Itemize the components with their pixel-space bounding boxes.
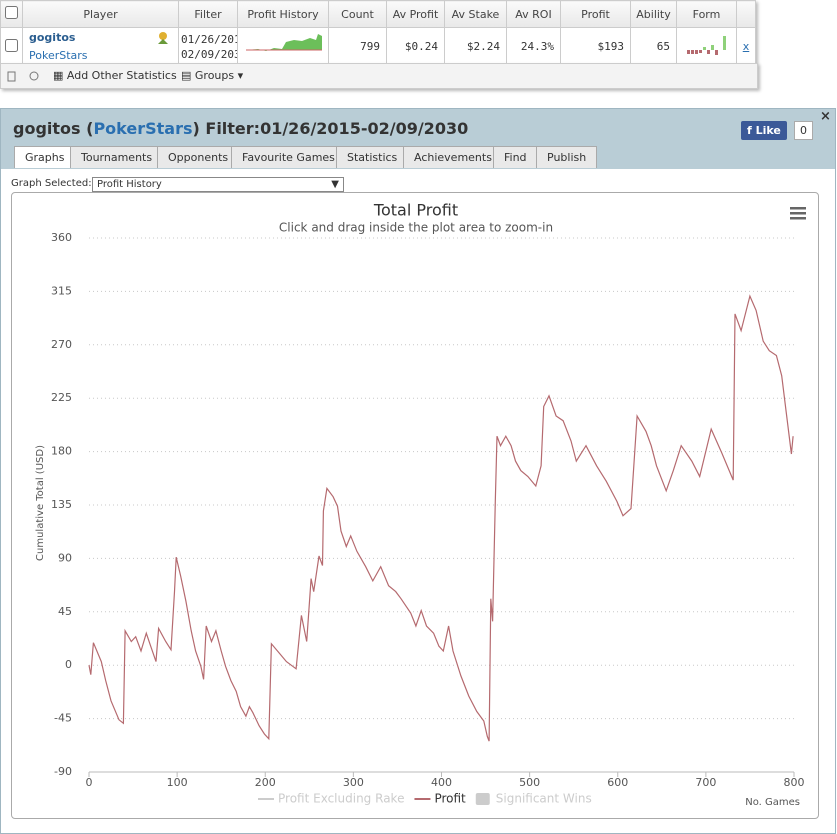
stats-table: Player Filter Profit History Count Av Pr… — [0, 0, 756, 66]
remove-link[interactable]: x — [736, 27, 756, 66]
y-tick-label: -90 — [54, 765, 72, 778]
av-roi: 24.3% — [506, 27, 561, 66]
tab-active[interactable]: Graphs — [14, 146, 76, 168]
header[interactable]: Av ROI — [506, 0, 561, 28]
header[interactable]: Count — [328, 0, 387, 28]
header-row: Player Filter Profit History Count Av Pr… — [0, 0, 756, 28]
close-button[interactable]: × — [820, 109, 831, 124]
ability: 65 — [630, 27, 677, 66]
tab[interactable]: Favourite Games — [231, 146, 346, 168]
av-profit: $0.24 — [386, 27, 445, 66]
graph-selected-label: Graph Selected: — [11, 178, 92, 189]
menu-button[interactable] — [790, 207, 806, 220]
legend-symbol — [475, 793, 490, 805]
y-tick-label: 0 — [65, 658, 72, 671]
tab[interactable]: Achievements — [403, 146, 503, 168]
y-tick-label: 90 — [58, 551, 72, 564]
legend-label: Significant Wins — [496, 792, 592, 806]
header[interactable]: Ability — [630, 0, 677, 28]
graph-select-value[interactable]: Profit History — [97, 179, 162, 190]
title-site[interactable]: PokerStars — [93, 119, 193, 138]
profit-line — [88, 294, 794, 742]
x-tick-label: 800 — [784, 776, 805, 789]
add-stats[interactable]: ▦ Add Other Statistics — [53, 69, 177, 82]
filter-from: 01/26/2015 — [181, 32, 237, 46]
data-row: gogitos PokerStars 01/26/201502/09/2030 … — [0, 27, 756, 66]
header[interactable]: Filter — [178, 0, 238, 28]
panel-title: gogitos (PokerStars) Filter:01/26/2015-0… — [13, 119, 468, 138]
toolbar-icons[interactable] — [7, 70, 47, 82]
title-player: gogitos ( — [13, 119, 94, 138]
tab[interactable]: Statistics — [336, 146, 409, 168]
tab[interactable]: Opponents — [157, 146, 240, 168]
select-all[interactable] — [0, 0, 23, 28]
player-name[interactable]: gogitos — [29, 31, 76, 44]
y-tick-label: -45 — [54, 712, 72, 725]
filter-to: 02/09/2030 — [181, 47, 237, 61]
y-tick-label: 270 — [51, 338, 72, 351]
y-tick-label: 315 — [51, 284, 72, 297]
groups-label[interactable]: Groups — [194, 69, 235, 82]
player-cell: gogitos PokerStars — [22, 27, 179, 66]
header-blank — [736, 0, 756, 28]
tab[interactable]: Publish — [536, 146, 598, 168]
header[interactable]: Player — [22, 0, 179, 28]
legend-label: Profit Excluding Rake — [278, 792, 404, 806]
x-tick-label: 100 — [167, 776, 188, 789]
x-tick-label: 700 — [695, 776, 716, 789]
like-count: 0 — [794, 121, 813, 140]
add-stats-label[interactable]: Add Other Statistics — [66, 69, 177, 82]
form-cell — [676, 27, 737, 66]
header[interactable]: Form — [676, 0, 737, 28]
x-tick-label: 400 — [431, 776, 452, 789]
y-tick-label: 225 — [51, 391, 72, 404]
chart-subtitle: Click and drag inside the plot area to z… — [279, 221, 553, 235]
y-tick-label: 360 — [51, 231, 72, 244]
graph-select[interactable]: Profit History ▼ — [92, 177, 344, 192]
count: 799 — [328, 27, 387, 66]
x-tick-label: 200 — [255, 776, 276, 789]
y-tick-label: 45 — [58, 605, 72, 618]
y-tick-label: 135 — [51, 498, 72, 511]
tab[interactable]: Tournaments — [70, 146, 164, 168]
sparkline-cell — [237, 27, 329, 66]
x-tick-label: 500 — [519, 776, 540, 789]
chart-title: Total Profit — [373, 201, 458, 220]
chart: Total Profit Click and drag inside the p… — [11, 192, 819, 819]
tab[interactable]: Find — [493, 146, 538, 168]
sparkline — [246, 34, 322, 51]
y-tick-label: 180 — [51, 445, 72, 458]
av-stake: $2.24 — [444, 27, 507, 66]
form-bars — [687, 36, 726, 55]
header[interactable]: Profit — [560, 0, 631, 28]
x-axis-label: No. Games — [745, 797, 800, 808]
x-tick-label: 600 — [607, 776, 628, 789]
x-tick-label: 0 — [86, 776, 93, 789]
legend-label: Profit — [434, 792, 466, 806]
panel-header: gogitos (PokerStars) Filter:01/26/2015-0… — [1, 109, 835, 169]
toolbar: ▦ Add Other Statistics ▤ Groups ▾ — [0, 63, 758, 89]
title-filter: ) Filter:01/26/2015-02/09/2030 — [192, 119, 469, 138]
x-tick-label: 300 — [343, 776, 364, 789]
profit: $193 — [560, 27, 631, 66]
header[interactable]: Profit History — [237, 0, 329, 28]
filter-cell: 01/26/201502/09/2030 — [178, 27, 238, 66]
like-label[interactable]: Like — [755, 124, 781, 137]
row-select[interactable] — [0, 27, 23, 66]
player-site[interactable]: PokerStars — [29, 49, 88, 62]
select-arrow: ▼ — [331, 179, 339, 190]
badge-icon — [158, 32, 168, 44]
like-button[interactable]: f Like — [741, 121, 787, 140]
y-axis-label: Cumulative Total (USD) — [35, 445, 46, 561]
header[interactable]: Av Profit — [386, 0, 445, 28]
header[interactable]: Av Stake — [444, 0, 507, 28]
groups[interactable]: ▤ Groups ▾ — [181, 69, 244, 82]
